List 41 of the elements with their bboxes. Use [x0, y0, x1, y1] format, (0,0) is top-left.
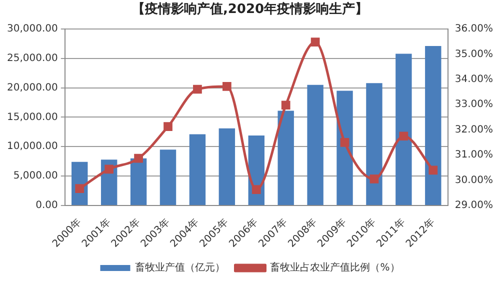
- bar: [218, 128, 236, 205]
- point: [222, 82, 232, 91]
- y2-tick-label: 34.00%: [454, 74, 494, 86]
- y-tick-label: 10,000.00: [6, 141, 58, 152]
- legend-label: 畜牧业占农业产值比例（%）: [270, 262, 400, 274]
- y2-tick-label: 29.00%: [454, 200, 494, 212]
- y2-tick-label: 36.00%: [454, 24, 494, 35]
- bar: [130, 158, 147, 205]
- bar: [307, 84, 324, 205]
- y-tick-label: 25,000.00: [6, 53, 58, 64]
- bar: [189, 134, 206, 205]
- point: [104, 164, 114, 174]
- point: [399, 132, 408, 141]
- bar: [336, 90, 353, 205]
- chart-title: 【疫情影响产值,2020年疫情影响生产】: [130, 0, 370, 19]
- point: [193, 84, 202, 94]
- point: [134, 154, 143, 163]
- bar: [278, 110, 294, 205]
- bar: [160, 150, 176, 205]
- y2-tick-label: 32.00%: [454, 124, 494, 136]
- point: [164, 122, 172, 131]
- bar: [396, 54, 412, 205]
- y-tick-label: 20,000.00: [6, 82, 58, 94]
- y2-tick-label: 35.00%: [454, 48, 494, 60]
- y-tick-label: 30,000.00: [6, 24, 58, 35]
- point: [370, 174, 379, 184]
- y2-tick-label: 33.00%: [454, 99, 494, 110]
- point: [281, 100, 290, 110]
- point: [340, 138, 350, 147]
- point: [252, 185, 261, 194]
- y-tick-label: 5,000.00: [13, 170, 58, 182]
- y-tick-label: 0.00: [36, 200, 58, 212]
- y-tick-label: 15,000.00: [6, 112, 58, 123]
- legend-label: 畜牧业产值（亿元）: [135, 262, 226, 274]
- point: [310, 38, 320, 47]
- bar: [425, 46, 442, 205]
- bar: [366, 83, 382, 205]
- point: [75, 184, 84, 193]
- y2-tick-label: 30.00%: [454, 174, 494, 186]
- point: [428, 166, 438, 175]
- y2-tick-label: 31.00%: [454, 150, 494, 161]
